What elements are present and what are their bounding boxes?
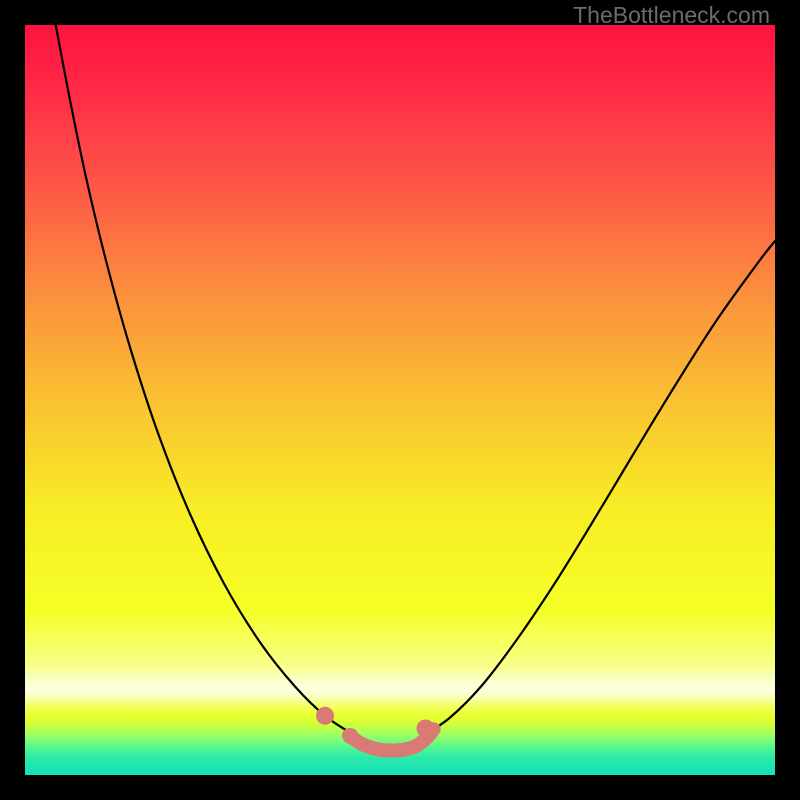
plot-svg — [25, 25, 775, 775]
gradient-background — [25, 25, 775, 775]
plot-area — [25, 25, 775, 775]
highlight-dot — [417, 720, 435, 738]
highlight-dot — [316, 707, 334, 725]
highlight-dot — [343, 728, 359, 744]
watermark-text: TheBottleneck.com — [573, 2, 770, 29]
